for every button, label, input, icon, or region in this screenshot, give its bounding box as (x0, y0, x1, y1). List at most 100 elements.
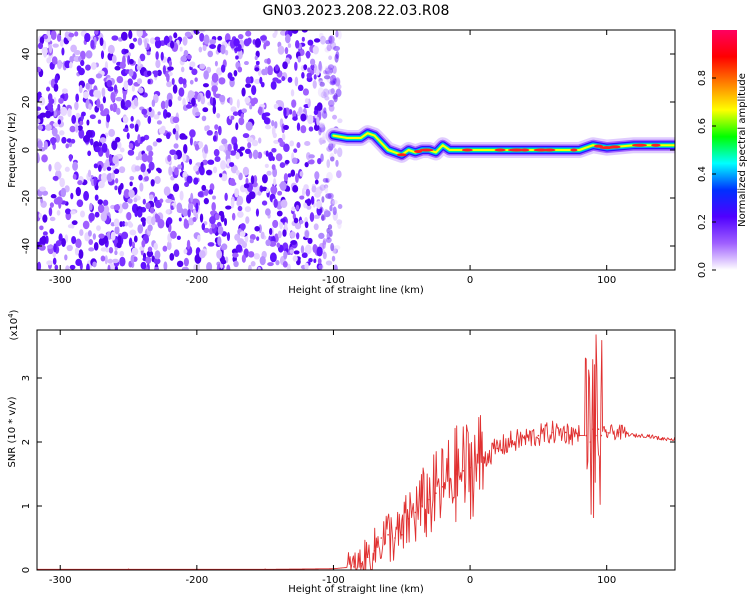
spectrogram-speckle (304, 98, 309, 104)
spectrogram-speckle (69, 264, 76, 270)
spectrogram-speckle (291, 157, 298, 164)
spectrogram-speckle (327, 99, 335, 107)
spectrogram-speckle (335, 78, 340, 86)
spectrogram-speckle (167, 154, 172, 162)
spectrogram-speckle (126, 132, 130, 140)
spectrogram-speckle (336, 147, 343, 158)
spectrogram-speckle (277, 190, 283, 196)
spectrogram-speckle (149, 194, 154, 200)
snr-point (448, 479, 451, 482)
spectrogram-speckle (54, 75, 59, 84)
spectrogram-speckle (88, 238, 94, 246)
spectrogram-speckle (323, 75, 331, 80)
spectrogram-speckle (191, 198, 199, 203)
spectrogram-speckle (107, 264, 111, 270)
spectrogram-speckle (249, 233, 256, 241)
spectrogram-speckle (300, 113, 307, 122)
spectrogram-hotspot (396, 153, 407, 157)
spectrogram-speckle (271, 147, 277, 153)
spectrogram-speckle (249, 238, 254, 244)
spectrogram-speckle (37, 140, 43, 149)
spectrogram-speckle (250, 261, 256, 267)
spectrogram-speckle (142, 219, 146, 227)
spectrogram-speckle (337, 118, 343, 124)
spectrogram-speckle (235, 244, 243, 253)
spectrogram-speckle (214, 156, 221, 163)
spectrogram-speckle (265, 239, 271, 247)
spectrogram-speckle (233, 69, 238, 77)
spectrogram-speckle (317, 258, 322, 265)
spectrogram-speckle (75, 186, 82, 197)
x-tick-label: -100 (322, 575, 345, 586)
spectrogram-speckle (88, 212, 95, 222)
spectrogram-speckle (319, 184, 326, 191)
snr-point (523, 438, 526, 440)
spectrogram-speckle (78, 84, 83, 94)
spectrogram-speckle (180, 55, 188, 62)
spectrogram-speckle (301, 30, 308, 33)
spectrogram-speckle (306, 204, 312, 210)
spectrogram-speckle (307, 67, 311, 73)
spectrogram-speckle (119, 256, 126, 267)
spectrogram-speckle (294, 61, 298, 71)
spectrogram-hotspot (651, 143, 661, 147)
spectrogram-speckle (168, 60, 173, 67)
y-tick-label: 20 (21, 96, 32, 109)
spectrogram-speckle (297, 257, 301, 263)
spectrogram-speckle (79, 120, 84, 126)
spectrogram-speckle (271, 120, 275, 127)
spectrogram-speckle (51, 56, 58, 65)
spectrogram-speckle (184, 31, 192, 38)
spectrogram-speckle (304, 262, 309, 270)
spectrogram-speckle (146, 51, 151, 56)
spectrogram-speckle (204, 188, 209, 197)
spectrogram-speckle (70, 44, 77, 53)
spectrogram-speckle (64, 208, 72, 215)
spectrogram-speckle (142, 170, 149, 177)
spectrogram-speckle (244, 96, 251, 104)
spectrogram-speckle (295, 173, 299, 184)
snr-y-multiplier: (x104) (7, 309, 20, 340)
spectrogram-speckle (272, 167, 278, 178)
y-tick-label: 2 (21, 439, 32, 445)
spectrogram-speckle (194, 143, 200, 151)
spectrogram-speckle (52, 175, 59, 181)
spectrogram-speckle (90, 39, 95, 49)
spectrogram-speckle (214, 124, 219, 130)
snr-point (373, 550, 376, 552)
spectrogram-speckle (266, 188, 270, 194)
spectrogram-speckle (114, 65, 121, 71)
x-tick-label: -300 (49, 575, 72, 586)
spectrogram-speckle (247, 251, 255, 258)
spectrogram-speckle (52, 257, 57, 265)
spectrogram-speckle (160, 51, 164, 61)
spectrogram-x-label: Height of straight line (km) (288, 285, 424, 296)
spectrogram-speckle (261, 200, 268, 206)
spectrogram-speckle (37, 66, 42, 73)
spectrogram-speckle (212, 195, 217, 200)
spectrogram-speckle (205, 169, 213, 176)
spectrogram-speckle (107, 44, 115, 55)
spectrogram-speckle (65, 143, 70, 149)
spectrogram-speckle (141, 108, 148, 115)
spectrogram-speckle (83, 190, 90, 201)
spectrogram-speckle (327, 224, 333, 230)
spectrogram-speckle (183, 248, 188, 254)
spectrogram-speckle (151, 99, 156, 108)
spectrogram-speckle (58, 233, 63, 242)
spectrogram-speckle (146, 70, 152, 77)
spectrogram-speckle (52, 122, 60, 127)
spectrogram-speckle (326, 44, 332, 52)
spectrogram-speckle (233, 38, 240, 47)
spectrogram-speckle (93, 176, 97, 187)
spectrogram-speckle (99, 103, 104, 112)
snr-point (510, 441, 512, 443)
spectrogram-speckle (163, 35, 170, 46)
spectrogram-speckle (176, 202, 183, 213)
spectrogram-speckle (275, 99, 283, 105)
spectrogram-speckle (258, 106, 263, 116)
spectrogram-speckle (111, 35, 119, 41)
snr-point (600, 434, 603, 437)
spectrogram-speckle (147, 79, 151, 85)
spectrogram-speckle (182, 152, 187, 162)
